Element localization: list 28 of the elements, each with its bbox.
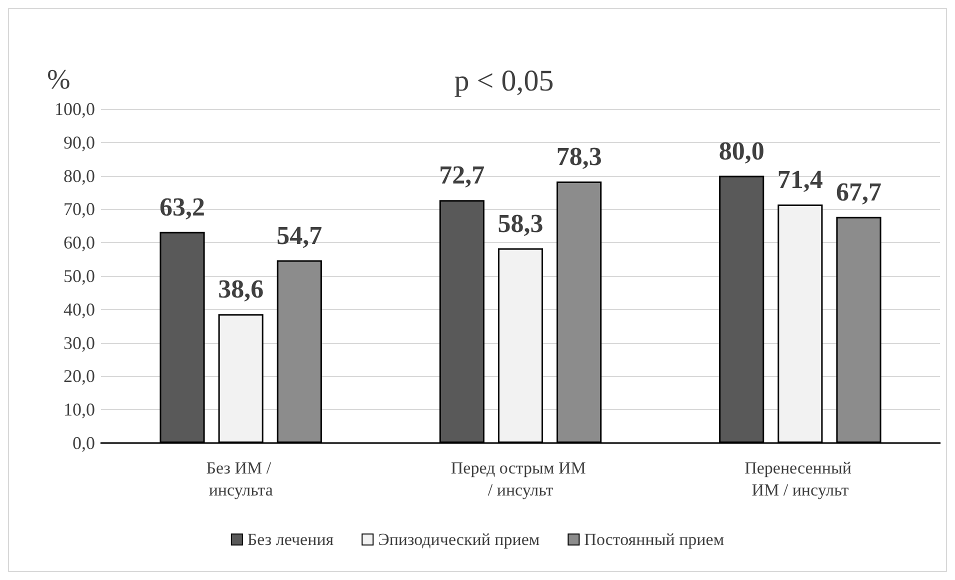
y-tick-label: 10,0: [64, 400, 95, 420]
y-tick-label: 20,0: [64, 366, 95, 386]
data-label: 67,7: [836, 177, 882, 206]
x-tick-label: Перенесенный ИМ / инсульт: [744, 458, 856, 500]
y-tick-label: 70,0: [64, 199, 95, 220]
data-label: 72,7: [439, 160, 485, 190]
y-tick-label: 100,0: [54, 99, 95, 119]
y-tick-label: 80,0: [64, 166, 95, 186]
data-label: 54,7: [276, 220, 322, 250]
y-tick-label: 90,0: [64, 132, 95, 152]
y-tick-label: 40,0: [64, 299, 95, 320]
data-label: 58,3: [498, 208, 544, 238]
y-tick-label: 60,0: [64, 232, 95, 253]
data-label: 63,2: [160, 192, 206, 222]
legend-label: Постоянный прием: [584, 530, 724, 549]
y-axis-title: %: [47, 64, 70, 96]
y-tick-label: 50,0: [64, 266, 95, 286]
data-label: 78,3: [556, 142, 602, 171]
legend-label: Без лечения: [247, 530, 334, 549]
legend-label: Эпизодический прием: [378, 530, 540, 549]
data-label: 71,4: [777, 165, 823, 194]
x-tick-label: Перед острым ИМ / инсульт: [450, 458, 590, 500]
chart-title: p < 0,05: [454, 64, 554, 98]
data-label: 38,6: [218, 274, 264, 304]
x-tick-label: Без ИМ / инсульта: [206, 458, 276, 500]
y-tick-label: 0,0: [72, 433, 95, 453]
data-label: 80,0: [718, 136, 764, 166]
y-tick-label: 30,0: [64, 332, 95, 353]
